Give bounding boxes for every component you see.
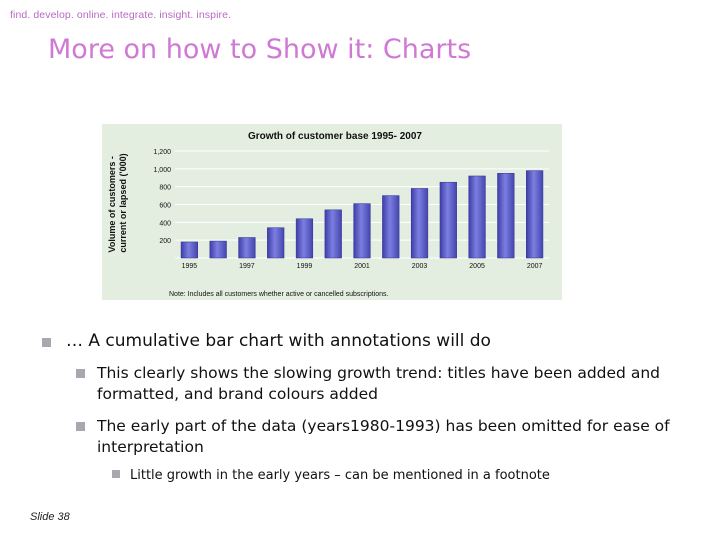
growth-bar-chart: Growth of customer base 1995- 2007 Volum… — [102, 124, 562, 300]
bar — [468, 175, 486, 259]
x-tick-label: 1997 — [239, 263, 255, 270]
x-tick-label: 1999 — [297, 263, 313, 270]
slide-number: Slide 38 — [30, 511, 70, 523]
bar — [353, 203, 371, 259]
bar — [526, 170, 544, 259]
bar — [324, 209, 342, 259]
bar — [209, 240, 227, 259]
bar — [238, 237, 256, 259]
y-tick-label: 800 — [159, 185, 171, 192]
bar — [295, 218, 314, 259]
bullet-subsub-1: Little growth in the early years – can b… — [130, 468, 550, 483]
bullet-main: … A cumulative bar chart with annotation… — [66, 331, 491, 351]
x-tick-label: 1995 — [182, 263, 198, 270]
y-tick-label: 400 — [159, 220, 171, 227]
chart-note: Note: Includes all customers whether act… — [169, 291, 388, 298]
x-tick-label: 2001 — [354, 263, 370, 270]
bullet-marker — [112, 470, 120, 478]
x-tick-label: 2003 — [412, 263, 428, 270]
x-tick-label: 2007 — [527, 263, 543, 270]
bar — [180, 241, 198, 259]
y-tick-label: 1,200 — [153, 149, 171, 156]
chart-title: Growth of customer base 1995- 2007 — [248, 131, 422, 142]
bullet-sub-2: The early part of the data (years1980-19… — [97, 417, 670, 456]
y-tick-label: 600 — [159, 203, 171, 210]
bullet-marker — [76, 422, 85, 431]
bar — [382, 195, 400, 259]
bar — [439, 181, 457, 259]
bar — [410, 188, 429, 259]
bullet-marker — [42, 338, 51, 347]
slide-title: More on how to Show it: Charts — [48, 34, 472, 65]
x-tick-label: 2005 — [469, 263, 485, 270]
y-tick-label: 200 — [159, 238, 171, 245]
chart-y-axis-label: Volume of customers - current or lapsed … — [107, 153, 128, 252]
brand-tagline: find. develop. online. integrate. insigh… — [10, 9, 232, 21]
chart-image: Growth of customer base 1995- 2007 Volum… — [102, 124, 562, 300]
bar — [497, 173, 515, 259]
bullet-marker — [76, 369, 85, 378]
bullet-sub-1: This clearly shows the slowing growth tr… — [97, 364, 660, 403]
bar — [267, 227, 285, 259]
y-tick-label: 1,000 — [153, 167, 171, 174]
